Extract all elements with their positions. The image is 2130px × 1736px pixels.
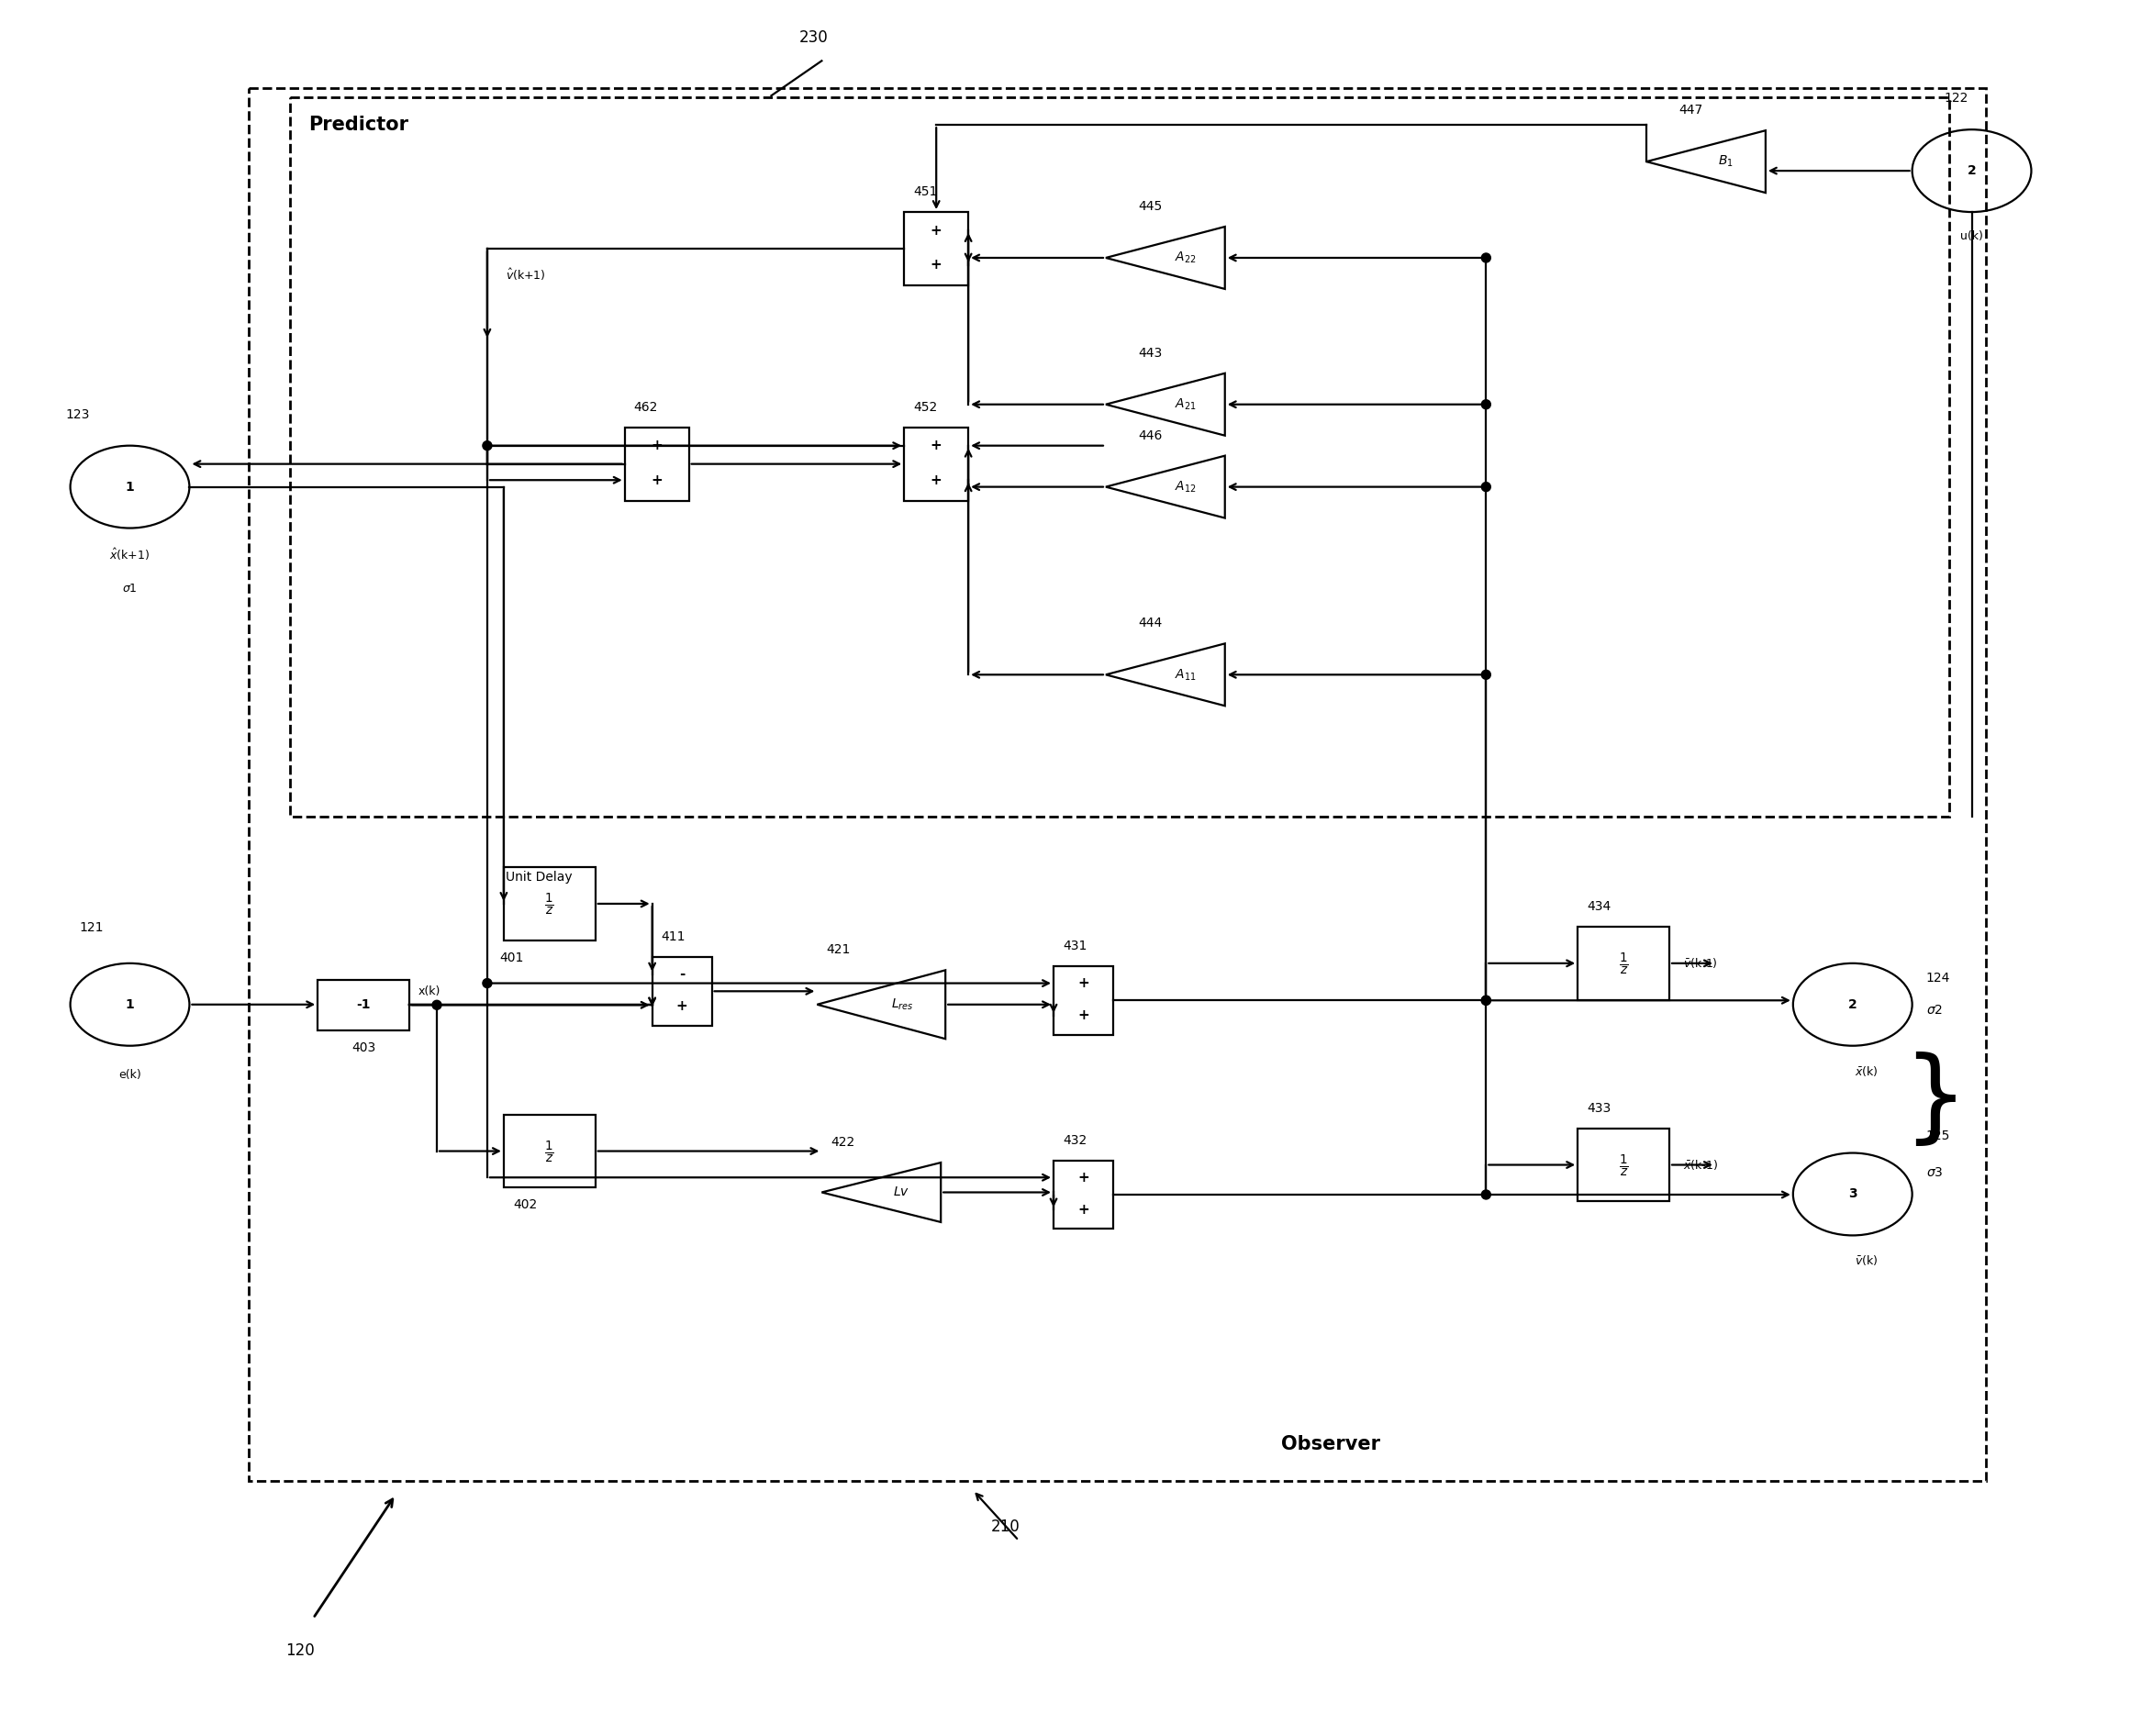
Circle shape <box>1482 996 1491 1005</box>
Text: +: + <box>1078 1170 1088 1184</box>
Text: 444: 444 <box>1137 616 1163 630</box>
Text: $\bar{v}$(k-1): $\bar{v}$(k-1) <box>1683 957 1717 970</box>
Text: -: - <box>679 967 686 981</box>
Text: +: + <box>931 224 941 238</box>
Text: 432: 432 <box>1063 1134 1086 1146</box>
Text: 401: 401 <box>498 951 524 963</box>
Text: 122: 122 <box>1945 92 1968 104</box>
Text: 1: 1 <box>126 481 134 493</box>
Text: +: + <box>1078 976 1088 990</box>
Circle shape <box>484 979 492 988</box>
Bar <box>503 866 596 941</box>
Text: $\frac{1}{z}$: $\frac{1}{z}$ <box>1619 1153 1629 1177</box>
Text: $\bar{x}$(k): $\bar{x}$(k) <box>1855 1064 1879 1078</box>
Text: $\hat{x}$(k+1): $\hat{x}$(k+1) <box>109 547 149 562</box>
Text: $\bar{x}$(k-1): $\bar{x}$(k-1) <box>1683 1158 1719 1172</box>
Bar <box>249 89 1985 1481</box>
Bar <box>903 212 969 285</box>
Text: 3: 3 <box>1849 1187 1857 1201</box>
Text: $\sigma$3: $\sigma$3 <box>1926 1167 1943 1179</box>
Text: +: + <box>1078 1009 1088 1023</box>
Text: +: + <box>675 1000 688 1014</box>
Bar <box>1054 965 1114 1035</box>
Circle shape <box>1482 253 1491 262</box>
Bar <box>1054 1160 1114 1229</box>
Text: 411: 411 <box>660 930 686 943</box>
Text: 451: 451 <box>914 186 937 198</box>
Bar <box>317 979 409 1029</box>
Text: $A_{11}$: $A_{11}$ <box>1174 667 1197 682</box>
Text: u(k): u(k) <box>1960 231 1983 243</box>
Text: $A_{21}$: $A_{21}$ <box>1174 398 1197 411</box>
Text: $Lv$: $Lv$ <box>892 1186 910 1200</box>
Text: 210: 210 <box>990 1519 1020 1535</box>
Text: 2: 2 <box>1849 998 1857 1010</box>
Bar <box>652 957 711 1026</box>
Text: 403: 403 <box>351 1042 375 1054</box>
Text: 446: 446 <box>1137 429 1163 443</box>
Text: Unit Delay: Unit Delay <box>505 871 573 884</box>
Circle shape <box>1482 670 1491 679</box>
Text: $\hat{v}$(k+1): $\hat{v}$(k+1) <box>505 267 545 283</box>
Bar <box>290 97 1949 816</box>
Bar <box>903 427 969 500</box>
Text: 433: 433 <box>1587 1102 1610 1115</box>
Circle shape <box>484 441 492 450</box>
Text: +: + <box>652 474 662 488</box>
Circle shape <box>432 1000 441 1010</box>
Text: e(k): e(k) <box>119 1069 141 1080</box>
Text: +: + <box>931 474 941 488</box>
Text: $A_{12}$: $A_{12}$ <box>1174 479 1197 495</box>
Text: 434: 434 <box>1587 899 1610 913</box>
Text: $B_1$: $B_1$ <box>1719 155 1734 168</box>
Text: 447: 447 <box>1678 104 1702 116</box>
Text: }: } <box>1902 1052 1968 1149</box>
Text: 2: 2 <box>1968 165 1977 177</box>
Text: +: + <box>931 259 941 271</box>
Text: 125: 125 <box>1926 1128 1951 1142</box>
Bar <box>503 1115 596 1187</box>
Text: $\frac{1}{z}$: $\frac{1}{z}$ <box>545 891 554 917</box>
Bar <box>1578 1128 1670 1201</box>
Text: $L_{res}$: $L_{res}$ <box>890 996 914 1012</box>
Text: +: + <box>1078 1203 1088 1217</box>
Text: $\frac{1}{z}$: $\frac{1}{z}$ <box>545 1139 554 1163</box>
Text: x(k): x(k) <box>417 986 441 996</box>
Circle shape <box>1482 996 1491 1005</box>
Text: 443: 443 <box>1137 347 1163 359</box>
Text: +: + <box>931 439 941 453</box>
Text: 421: 421 <box>826 944 850 957</box>
Text: $\bar{v}$(k): $\bar{v}$(k) <box>1855 1253 1879 1267</box>
Text: 462: 462 <box>635 401 658 413</box>
Text: 124: 124 <box>1926 972 1951 984</box>
Bar <box>1578 927 1670 1000</box>
Text: 431: 431 <box>1063 939 1086 953</box>
Text: 120: 120 <box>285 1642 315 1658</box>
Text: $A_{22}$: $A_{22}$ <box>1174 250 1197 266</box>
Circle shape <box>1482 399 1491 410</box>
Text: 452: 452 <box>914 401 937 413</box>
Text: $\sigma$2: $\sigma$2 <box>1926 1003 1943 1017</box>
Text: $\frac{1}{z}$: $\frac{1}{z}$ <box>1619 950 1629 976</box>
Bar <box>624 427 688 500</box>
Text: 402: 402 <box>513 1200 537 1212</box>
Text: 121: 121 <box>79 922 104 934</box>
Circle shape <box>1482 483 1491 491</box>
Text: 422: 422 <box>831 1135 854 1149</box>
Text: 123: 123 <box>66 408 89 420</box>
Text: 1: 1 <box>126 998 134 1010</box>
Text: 445: 445 <box>1137 200 1163 214</box>
Text: Observer: Observer <box>1280 1436 1380 1453</box>
Text: $\sigma$1: $\sigma$1 <box>121 583 138 595</box>
Text: +: + <box>652 439 662 453</box>
Circle shape <box>1482 1191 1491 1200</box>
Text: -1: -1 <box>356 998 371 1012</box>
Text: 230: 230 <box>799 30 829 47</box>
Text: Predictor: Predictor <box>309 116 409 134</box>
